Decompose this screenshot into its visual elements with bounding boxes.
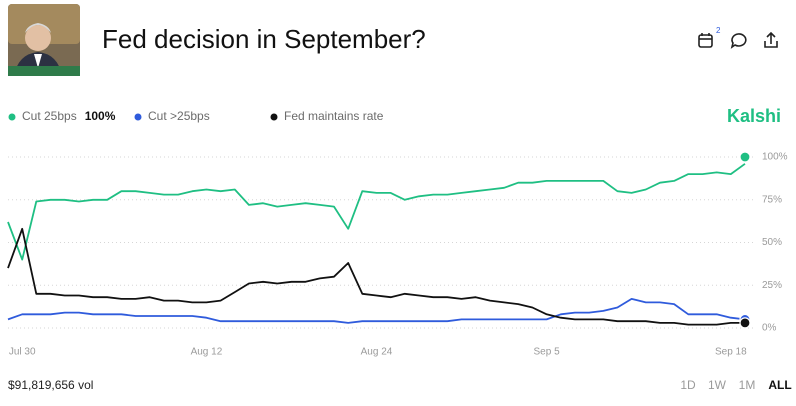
y-tick-label: 0% — [762, 323, 777, 334]
range-selector: 1D 1W 1M ALL — [680, 378, 791, 392]
volume: $91,819,656 vol — [8, 378, 93, 392]
y-tick-label: 100% — [762, 152, 788, 163]
legend-label: Fed maintains rate — [284, 109, 384, 123]
x-tick-label: Aug 12 — [191, 347, 223, 358]
range-button[interactable]: 1M — [739, 378, 756, 392]
market-image — [8, 4, 80, 76]
x-tick-label: Sep 5 — [534, 347, 561, 358]
brand: Kalshi — [727, 106, 781, 126]
x-tick-label: Sep 18 — [715, 347, 747, 358]
legend-label: Cut >25bps — [148, 109, 210, 123]
legend-swatch — [270, 113, 278, 121]
series-line — [7, 298, 746, 324]
legend: Cut 25bps 100% Cut >25bps Fed maintains rat… — [8, 109, 384, 123]
x-tick-label: Aug 24 — [361, 347, 393, 358]
end-marker — [739, 151, 751, 163]
range-button[interactable]: ALL — [768, 378, 791, 392]
end-marker — [739, 317, 751, 329]
plot: 0% 25% 50% 75% 100% Jul 30 Aug 12 Aug 24 Sep 5 Se… — [7, 151, 788, 358]
share-button[interactable] — [764, 31, 778, 48]
range-button[interactable]: 1W — [708, 378, 727, 392]
y-tick-label: 25% — [762, 280, 782, 291]
y-tick-label: 50% — [762, 237, 782, 248]
market-title: Fed decision in September? — [102, 24, 426, 54]
legend-swatch — [8, 113, 16, 121]
legend-label: Cut 25bps — [22, 109, 77, 123]
range-button[interactable]: 1D — [680, 378, 696, 392]
calendar-badge: 2 — [716, 26, 721, 35]
x-tick-label: Jul 30 — [9, 347, 36, 358]
legend-swatch — [134, 113, 142, 121]
series-line — [7, 227, 745, 326]
legend-price: 100% — [85, 109, 116, 123]
series-line — [7, 163, 746, 261]
comment-button[interactable] — [730, 33, 747, 49]
y-tick-label: 75% — [762, 194, 782, 205]
calendar-button[interactable] — [698, 33, 713, 48]
